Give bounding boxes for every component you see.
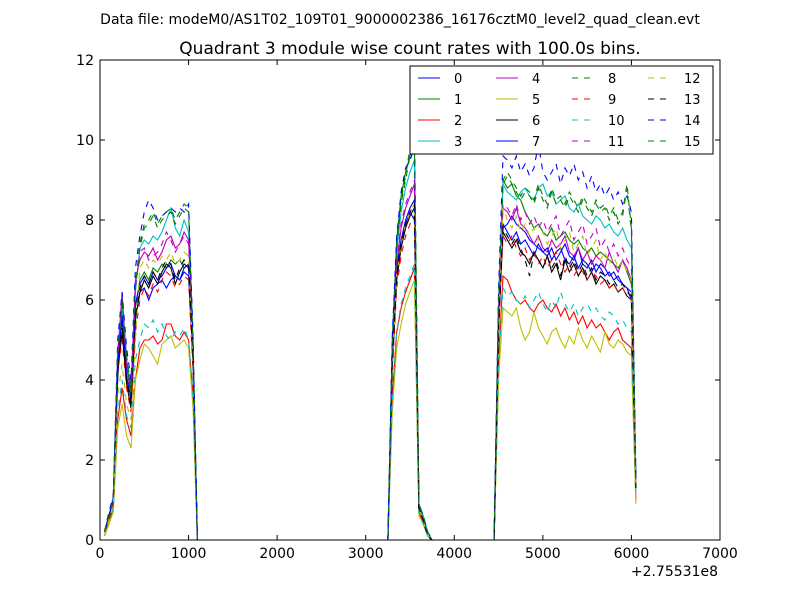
- series-layer: [103, 123, 637, 540]
- legend-label-13: 13: [684, 93, 701, 108]
- x-tick-label: 1000: [171, 546, 207, 562]
- y-tick-label: 0: [85, 533, 94, 549]
- chart-title: Quadrant 3 module wise count rates with …: [179, 39, 640, 59]
- series-line-13: [103, 201, 637, 540]
- y-tick-label: 8: [85, 213, 94, 229]
- series-line-11: [103, 179, 637, 540]
- series-line-9: [103, 213, 637, 540]
- x-tick-label: 0: [96, 546, 105, 562]
- legend-label-3: 3: [454, 135, 462, 150]
- legend-label-11: 11: [608, 135, 625, 150]
- series-line-8: [103, 123, 637, 540]
- legend-label-1: 1: [454, 93, 462, 108]
- series-line-15: [103, 131, 637, 540]
- legend-label-6: 6: [532, 114, 540, 129]
- legend-label-8: 8: [608, 72, 616, 87]
- x-tick-label: 6000: [614, 546, 650, 562]
- legend-label-10: 10: [608, 114, 625, 129]
- series-line-6: [103, 205, 637, 540]
- y-tick-label: 12: [76, 53, 94, 69]
- series-line-1: [103, 139, 637, 540]
- plot-area: [103, 123, 637, 540]
- legend-label-14: 14: [684, 114, 701, 129]
- legend-label-0: 0: [454, 72, 462, 87]
- x-tick-label: 2000: [259, 546, 295, 562]
- y-tick-label: 6: [85, 293, 94, 309]
- series-line-4: [103, 183, 637, 540]
- legend-label-2: 2: [454, 114, 462, 129]
- series-line-0: [103, 210, 637, 540]
- x-offset-label: +2.75531e8: [631, 564, 718, 580]
- y-tick-label: 4: [85, 373, 94, 389]
- legend-label-15: 15: [684, 135, 701, 150]
- y-tick-label: 10: [76, 133, 94, 149]
- suptitle: Data file: modeM0/AS1T02_109T01_90000023…: [100, 12, 700, 28]
- x-tick-label: 4000: [436, 546, 472, 562]
- series-line-12: [103, 201, 637, 540]
- series-line-2: [103, 267, 637, 540]
- y-tick-label: 2: [85, 453, 94, 469]
- x-tick-label: 5000: [525, 546, 561, 562]
- legend-label-7: 7: [532, 135, 540, 150]
- series-line-5: [103, 279, 637, 540]
- legend-label-9: 9: [608, 93, 616, 108]
- legend-box: [409, 65, 714, 155]
- series-line-14: [103, 143, 637, 540]
- legend-label-5: 5: [532, 93, 540, 108]
- series-line-10: [103, 263, 637, 540]
- x-tick-label: 3000: [348, 546, 384, 562]
- x-tick-label: 7000: [702, 546, 738, 562]
- legend-label-12: 12: [684, 72, 701, 87]
- legend-label-4: 4: [532, 72, 540, 87]
